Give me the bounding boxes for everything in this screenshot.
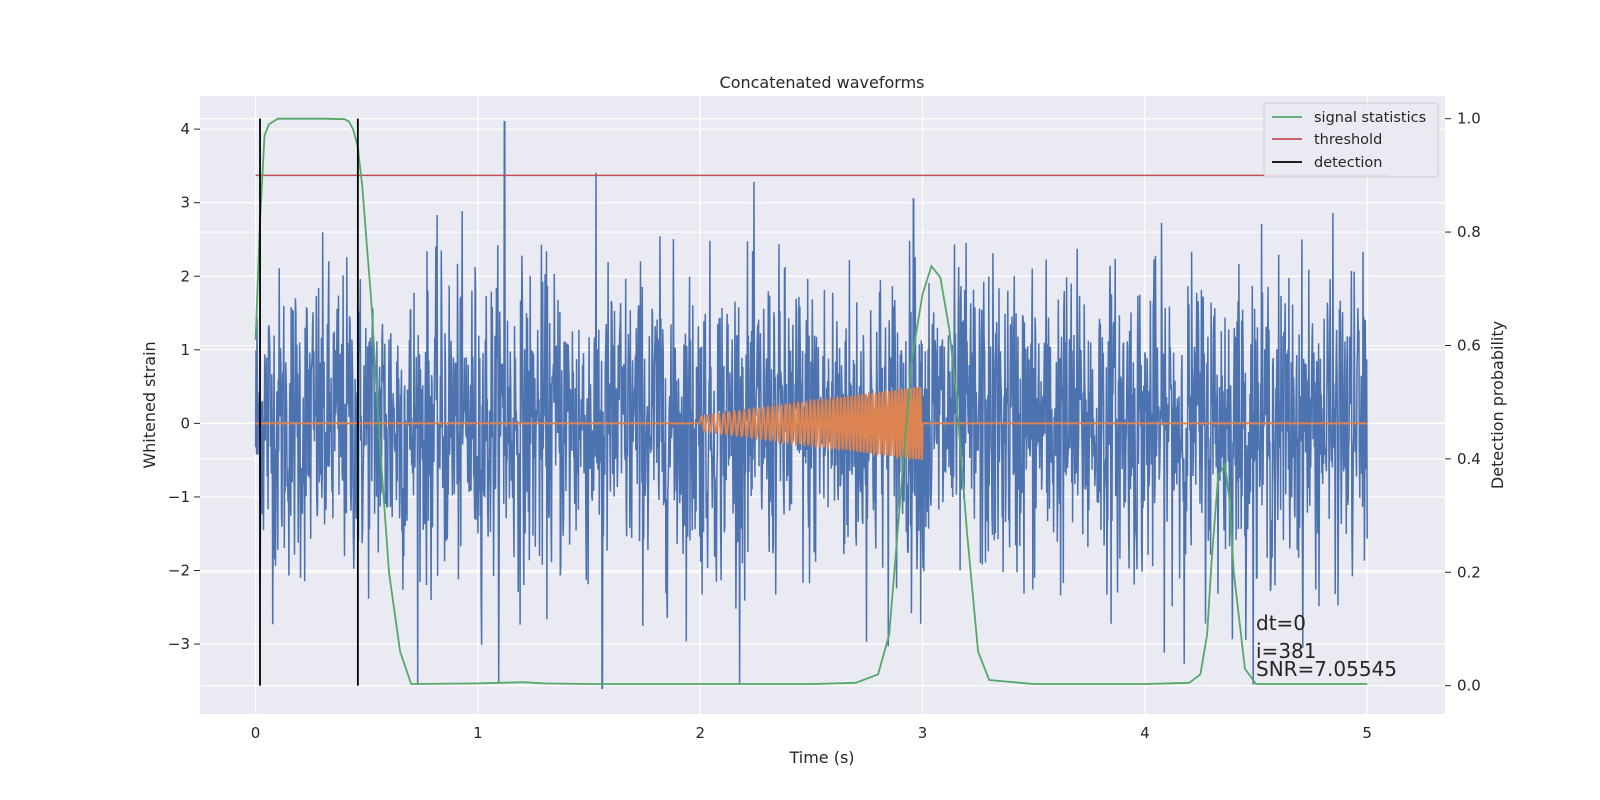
- annotation-index: i=381: [1256, 639, 1317, 663]
- y-tick-label: 4: [180, 120, 190, 138]
- y-axis-right-label: Detection probability: [1488, 321, 1507, 489]
- chart-title: Concatenated waveforms: [720, 73, 925, 92]
- y-right-tick-label: 1.0: [1457, 110, 1481, 128]
- y-tick-label: −1: [168, 488, 190, 506]
- annotation-dt: dt=0: [1256, 611, 1306, 635]
- x-tick-label: 0: [251, 724, 261, 742]
- y-tick-label: −2: [168, 562, 190, 580]
- y-right-tick-label: 0.6: [1457, 336, 1481, 354]
- y-right-tick-label: 0.0: [1457, 677, 1481, 695]
- annotation-snr: SNR=7.05545: [1256, 657, 1397, 681]
- y-tick-label: 0: [180, 414, 190, 432]
- legend-box: [1263, 102, 1439, 178]
- legend-label-signal-statistics: signal statistics: [1314, 110, 1426, 126]
- y-axis-left: −3 −2 −1 0 1 2 3 4: [168, 120, 200, 653]
- x-axis: 0 1 2 3 4 5: [251, 724, 1372, 742]
- series-whitened-strain: [254, 121, 1368, 690]
- y-tick-label: 3: [180, 194, 190, 212]
- legend-label-threshold: threshold: [1314, 132, 1382, 148]
- y-axis-label: Whitened strain: [140, 341, 159, 468]
- legend: signal statistics threshold detection: [1263, 102, 1439, 178]
- x-tick-label: 5: [1362, 724, 1372, 742]
- y-right-tick-label: 0.2: [1457, 563, 1481, 581]
- x-tick-label: 4: [1140, 724, 1150, 742]
- y-tick-label: −3: [168, 635, 190, 653]
- plot-series: [254, 117, 1390, 690]
- series-signal-statistics: [254, 117, 1368, 685]
- x-tick-label: 3: [918, 724, 928, 742]
- x-tick-label: 1: [473, 724, 483, 742]
- y-right-tick-label: 0.4: [1457, 450, 1481, 468]
- y-tick-label: 2: [180, 267, 190, 285]
- y-right-tick-label: 0.8: [1457, 223, 1481, 241]
- x-axis-label: Time (s): [788, 748, 854, 767]
- y-tick-label: 1: [180, 341, 190, 359]
- legend-label-detection: detection: [1314, 155, 1382, 171]
- x-tick-label: 2: [695, 724, 705, 742]
- y-axis-right: 0.0 0.2 0.4 0.6 0.8 1.0: [1445, 110, 1481, 695]
- series-injected-waveform: [255, 386, 1368, 461]
